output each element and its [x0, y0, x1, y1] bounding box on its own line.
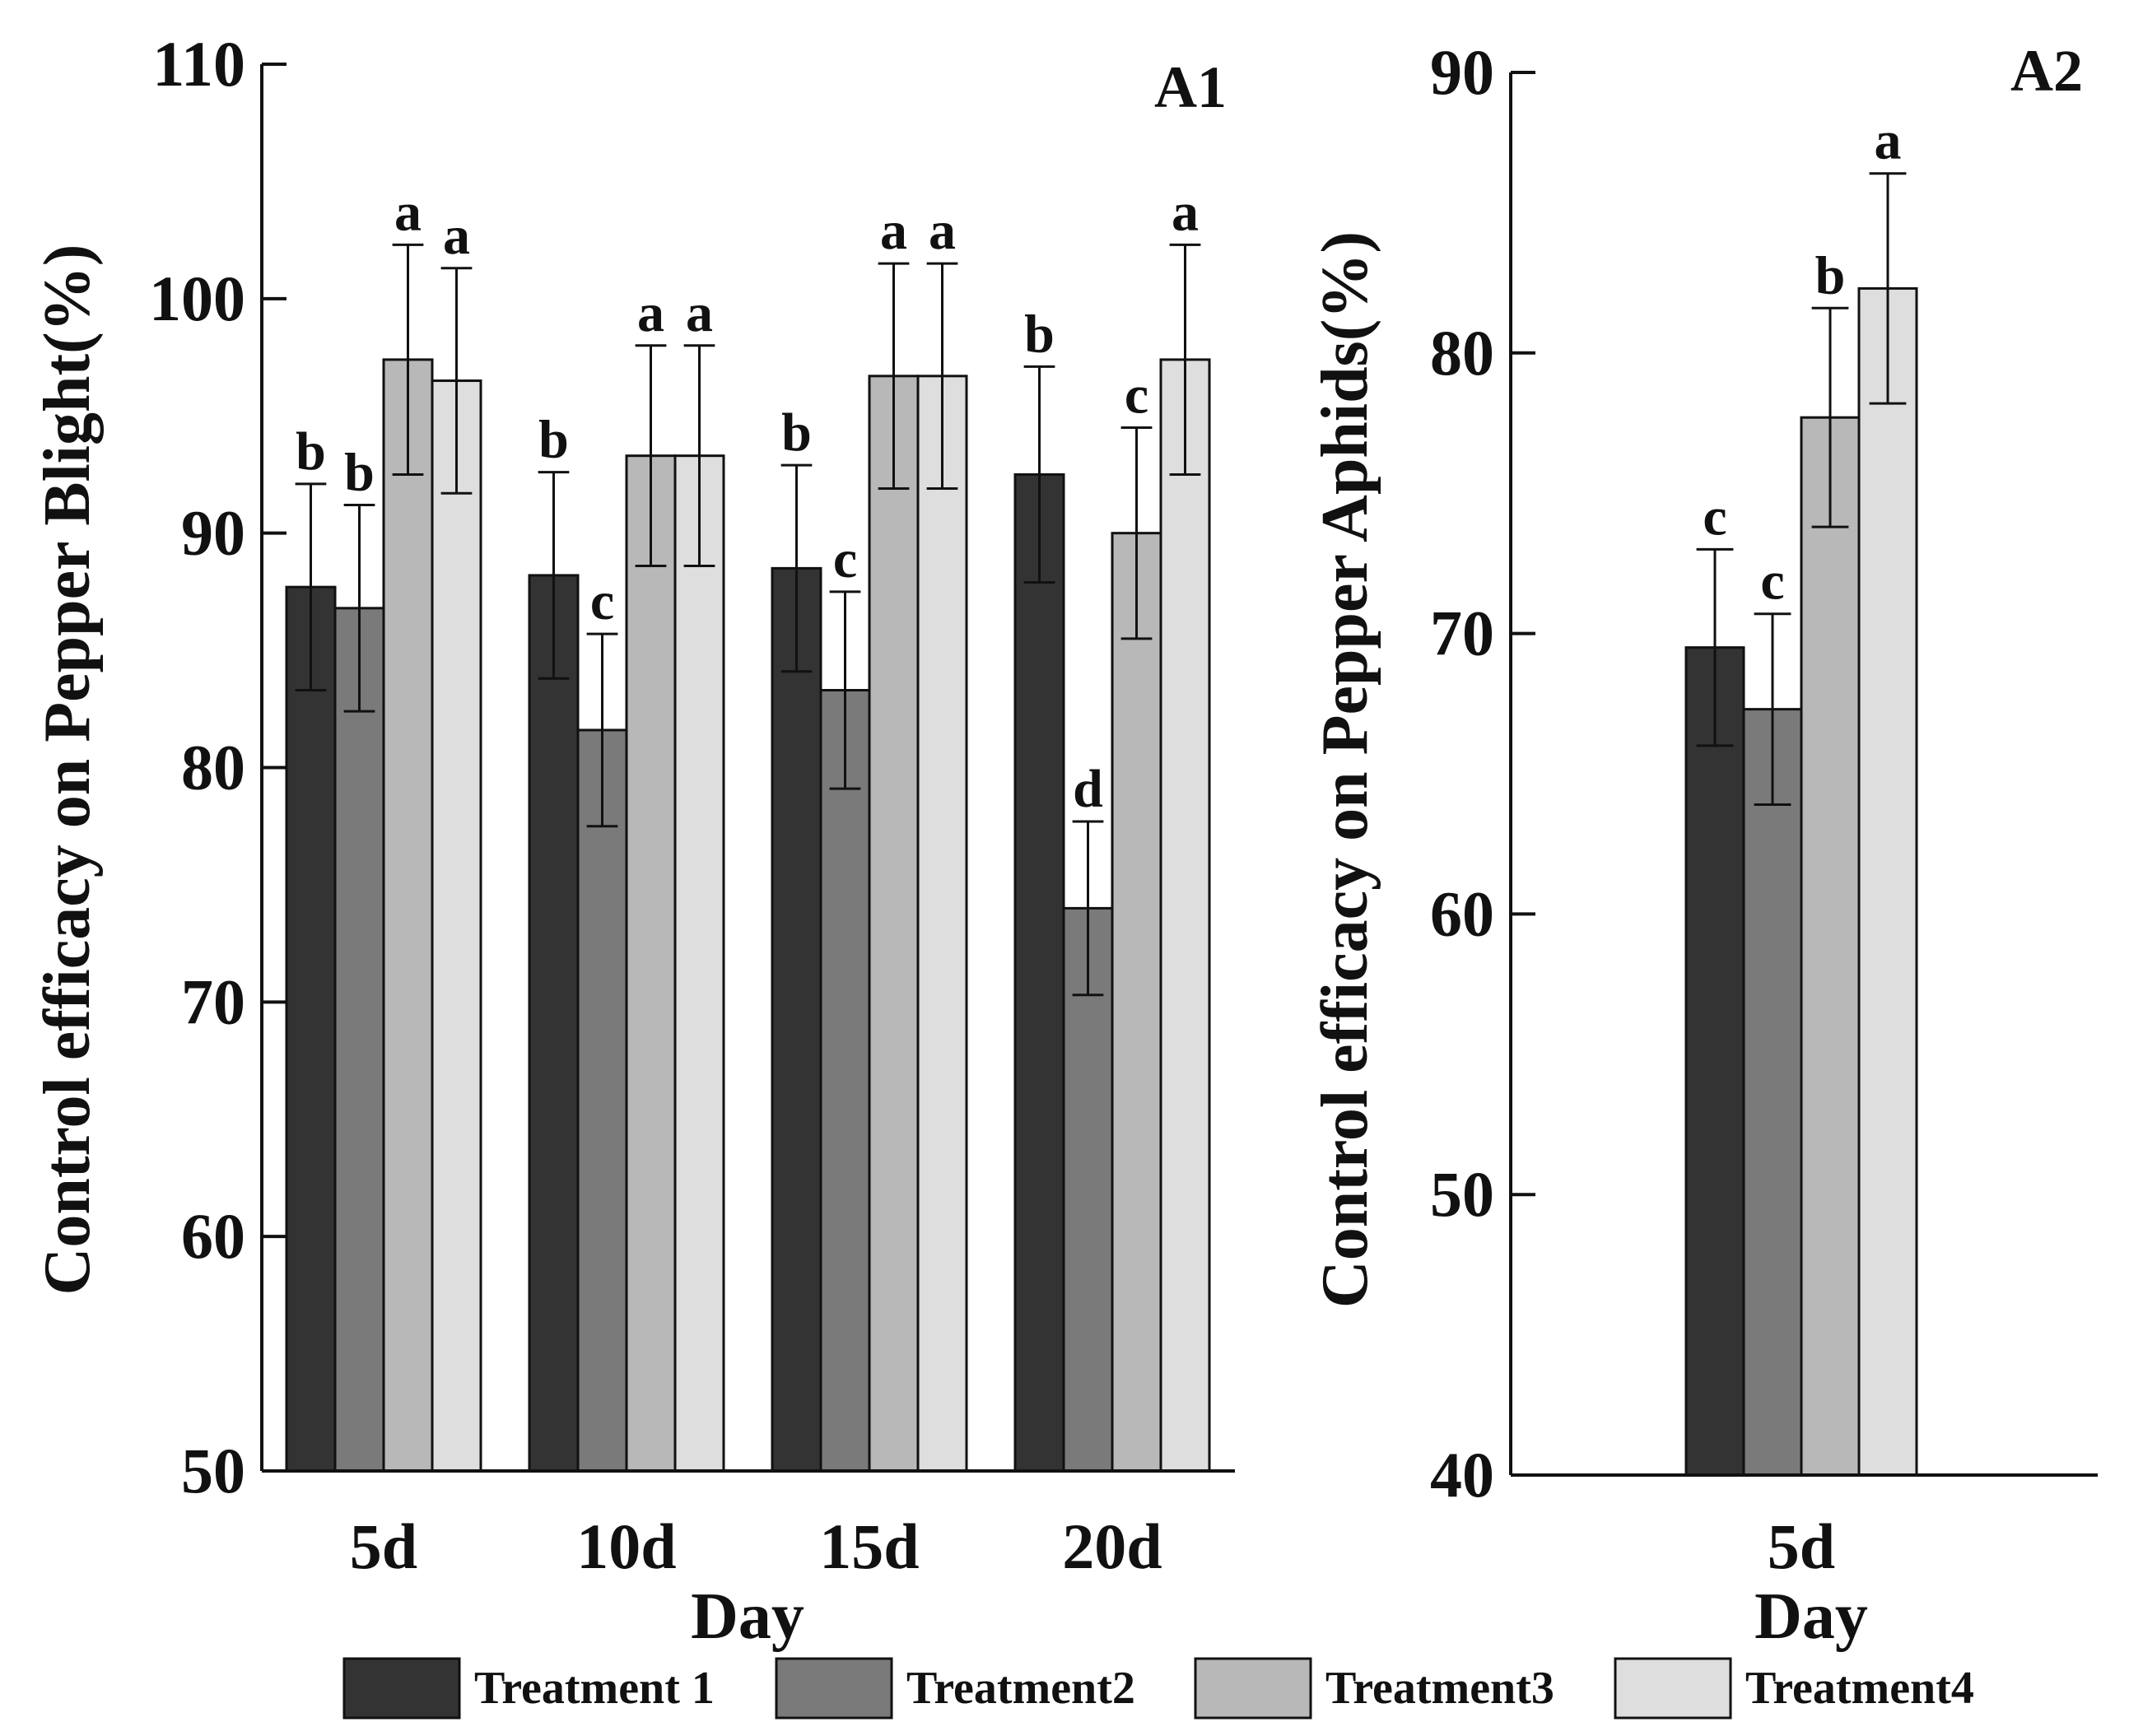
legend-swatch [1614, 1657, 1732, 1720]
bar [625, 454, 677, 1473]
significance-letter: a [637, 283, 664, 343]
significance-letter: b [1815, 245, 1846, 305]
significance-letter: a [880, 201, 907, 261]
bar [1111, 532, 1162, 1473]
y-tick-label: 80 [181, 732, 245, 803]
y-tick-label: 60 [181, 1200, 245, 1272]
x-tick-label: 15d [819, 1510, 919, 1582]
bar [1857, 286, 1918, 1477]
y-axis-title: Control efficacy on Pepper Blight(%) [31, 244, 104, 1296]
y-tick-label: 80 [1430, 317, 1494, 389]
significance-letter: c [1125, 365, 1148, 425]
bar [576, 728, 628, 1473]
x-tick-label: 5d [350, 1510, 417, 1582]
significance-letter: a [929, 201, 956, 261]
bar [528, 574, 580, 1473]
bar [285, 585, 337, 1473]
significance-letter: c [1760, 552, 1784, 612]
legend-label: Treatment3 [1325, 1663, 1554, 1714]
significance-letter: b [1024, 304, 1055, 364]
significance-letter: c [833, 529, 857, 589]
y-tick-label: 100 [149, 263, 245, 334]
legend-label: Treatment4 [1745, 1663, 1974, 1714]
significance-letter: a [1875, 111, 1902, 171]
significance-letter: b [781, 403, 812, 463]
legend: Treatment 1 Treatment2 Treatment3 Treatment… [342, 1657, 1974, 1720]
x-axis-title: Day [691, 1580, 804, 1653]
x-tick-label: 10d [576, 1510, 676, 1582]
panel-label: A2 [2010, 38, 2083, 104]
x-tick-label: 5d [1768, 1510, 1835, 1582]
panel-label: A1 [1154, 54, 1227, 120]
bar [382, 358, 434, 1473]
significance-letter: a [443, 206, 470, 266]
x-tick-label: 20d [1062, 1510, 1162, 1582]
bar [819, 689, 871, 1473]
y-tick-label: 40 [1430, 1439, 1494, 1510]
legend-swatch [1194, 1657, 1312, 1720]
y-tick-label: 90 [1430, 36, 1494, 108]
significance-letter: b [344, 442, 375, 502]
significance-letter: a [394, 182, 422, 242]
y-tick-label: 50 [181, 1435, 245, 1506]
bar [333, 607, 385, 1473]
bar [771, 566, 822, 1473]
legend-label: Treatment2 [906, 1663, 1135, 1714]
y-tick-label: 70 [1430, 598, 1494, 669]
significance-letter: c [590, 571, 614, 631]
y-tick-label: 70 [181, 966, 245, 1037]
y-tick-label: 110 [152, 28, 245, 100]
legend-label: Treatment 1 [474, 1663, 715, 1714]
significance-letter: a [1172, 182, 1199, 242]
bar [1159, 358, 1211, 1473]
significance-letter: b [296, 421, 326, 482]
bar [1684, 646, 1745, 1477]
bar [1013, 472, 1065, 1473]
y-tick-label: 60 [1430, 877, 1494, 949]
y-tick-label: 90 [181, 497, 245, 569]
significance-letter: c [1703, 486, 1726, 547]
significance-letter: a [686, 283, 713, 343]
x-axis-title: Day [1754, 1580, 1868, 1653]
significance-letter: d [1073, 759, 1103, 819]
bar [431, 379, 482, 1473]
legend-swatch [775, 1657, 893, 1720]
bar [673, 454, 725, 1473]
significance-letter: b [538, 410, 569, 470]
bar [868, 375, 920, 1473]
y-axis-title: Control efficacy on Pepper Aphids(%) [1309, 231, 1381, 1308]
bar [1800, 416, 1861, 1477]
bar [916, 375, 968, 1473]
y-tick-label: 50 [1430, 1158, 1494, 1230]
legend-swatch [342, 1657, 461, 1720]
bar [1742, 708, 1803, 1477]
